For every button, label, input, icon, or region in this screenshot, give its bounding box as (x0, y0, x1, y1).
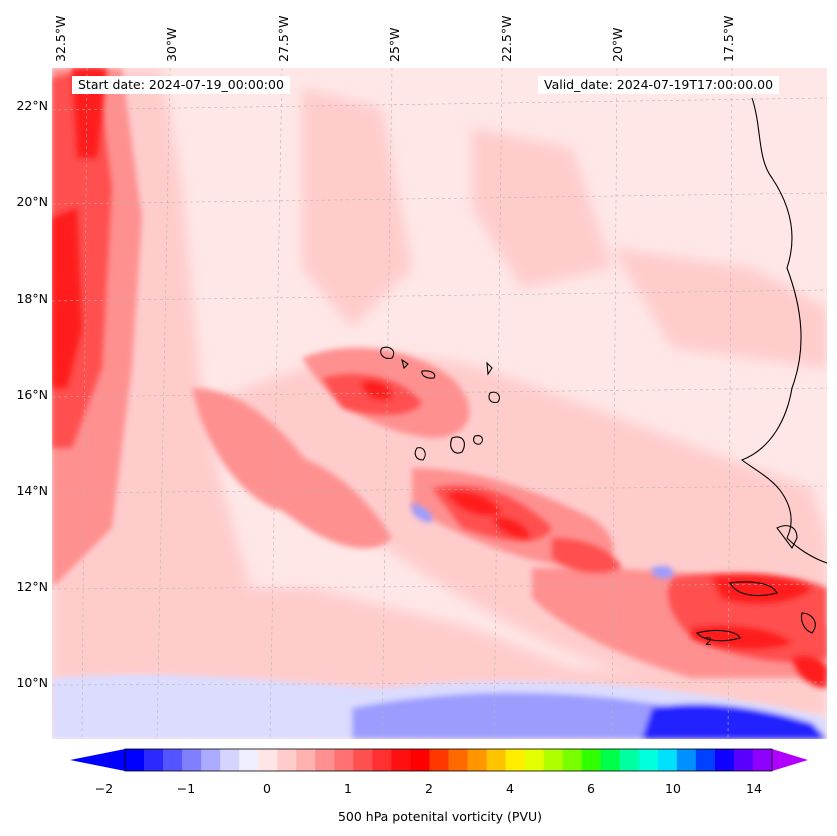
cb-tick-0: 0 (263, 781, 271, 796)
lat-label-18n: 18°N (16, 291, 48, 306)
lat-label-12n: 12°N (16, 579, 48, 594)
colorbar-segment (676, 749, 697, 771)
colorbar-segment (752, 749, 773, 771)
lat-label-22n: 22°N (16, 98, 48, 113)
lat-label-16n: 16°N (16, 387, 48, 402)
lon-label-22-5w: 22.5°W (499, 15, 514, 62)
contour-label: 2 (705, 635, 712, 648)
lon-label-25w: 25°W (387, 27, 402, 62)
colorbar-segment (619, 749, 640, 771)
colorbar-segment (163, 749, 183, 771)
colorbar-segment (695, 749, 716, 771)
colorbar-segment (467, 749, 488, 771)
lon-label-32-5w: 32.5°W (53, 15, 68, 62)
colorbar-segment (258, 749, 278, 771)
colorbar-segment (448, 749, 469, 771)
lon-label-27-5w: 27.5°W (276, 15, 291, 62)
colorbar-frame (124, 748, 773, 772)
colorbar-segments (125, 749, 773, 771)
colorbar-segment (372, 749, 393, 771)
lon-label-30w: 30°W (164, 27, 179, 62)
colorbar-segment (410, 749, 431, 771)
colorbar-segment (125, 749, 145, 771)
colorbar-segment (334, 749, 354, 771)
cb-tick-neg2: −2 (94, 781, 114, 796)
deep-red-field (52, 68, 827, 688)
colorbar-segment (201, 749, 221, 771)
colorbar-segment (144, 749, 164, 771)
lat-label-14n: 14°N (16, 483, 48, 498)
colorbar-segment (315, 749, 335, 771)
blue-field (52, 503, 827, 739)
colorbar-segment (524, 749, 545, 771)
colorbar-segment (581, 749, 602, 771)
lat-label-10n: 10°N (16, 675, 48, 690)
colorbar-segment (543, 749, 564, 771)
colorbar (70, 748, 808, 772)
colorbar-segment (505, 749, 526, 771)
cb-tick-1: 1 (344, 781, 352, 796)
pv-map-canvas: 2 (52, 68, 827, 739)
colorbar-extend-low (70, 749, 125, 771)
cb-tick-10: 10 (665, 781, 681, 796)
colorbar-segment (239, 749, 259, 771)
lat-label-20n: 20°N (16, 194, 48, 209)
colorbar-segment (220, 749, 240, 771)
colorbar-segment (391, 749, 412, 771)
coastlines (380, 97, 827, 642)
colorbar-segment (296, 749, 316, 771)
cb-tick-2: 2 (425, 781, 433, 796)
colorbar-title: 500 hPa potenital vorticity (PVU) (337, 809, 543, 824)
colorbar-segment (353, 749, 373, 771)
colorbar-segment (182, 749, 202, 771)
colorbar-segment (733, 749, 754, 771)
colorbar-segment (638, 749, 659, 771)
start-date-label: Start date: 2024-07-19_00:00:00 (72, 76, 290, 94)
lon-label-17-5w: 17.5°W (721, 15, 736, 62)
colorbar-segment (600, 749, 621, 771)
cb-tick-neg1: −1 (176, 781, 196, 796)
colorbar-segment (486, 749, 507, 771)
colorbar-segment (562, 749, 583, 771)
colorbar-segment (714, 749, 735, 771)
valid-date-label: Valid_date: 2024-07-19T17:00:00.00 (538, 76, 780, 94)
cb-tick-4: 4 (506, 781, 514, 796)
colorbar-segment (657, 749, 678, 771)
colorbar-extend-high (772, 749, 808, 771)
cb-tick-6: 6 (587, 781, 595, 796)
colorbar-segment (429, 749, 450, 771)
pv-map: 2 (52, 68, 827, 739)
graticule (52, 68, 827, 739)
lon-label-20w: 20°W (610, 27, 625, 62)
cb-tick-14: 14 (746, 781, 762, 796)
colorbar-segment (277, 749, 297, 771)
